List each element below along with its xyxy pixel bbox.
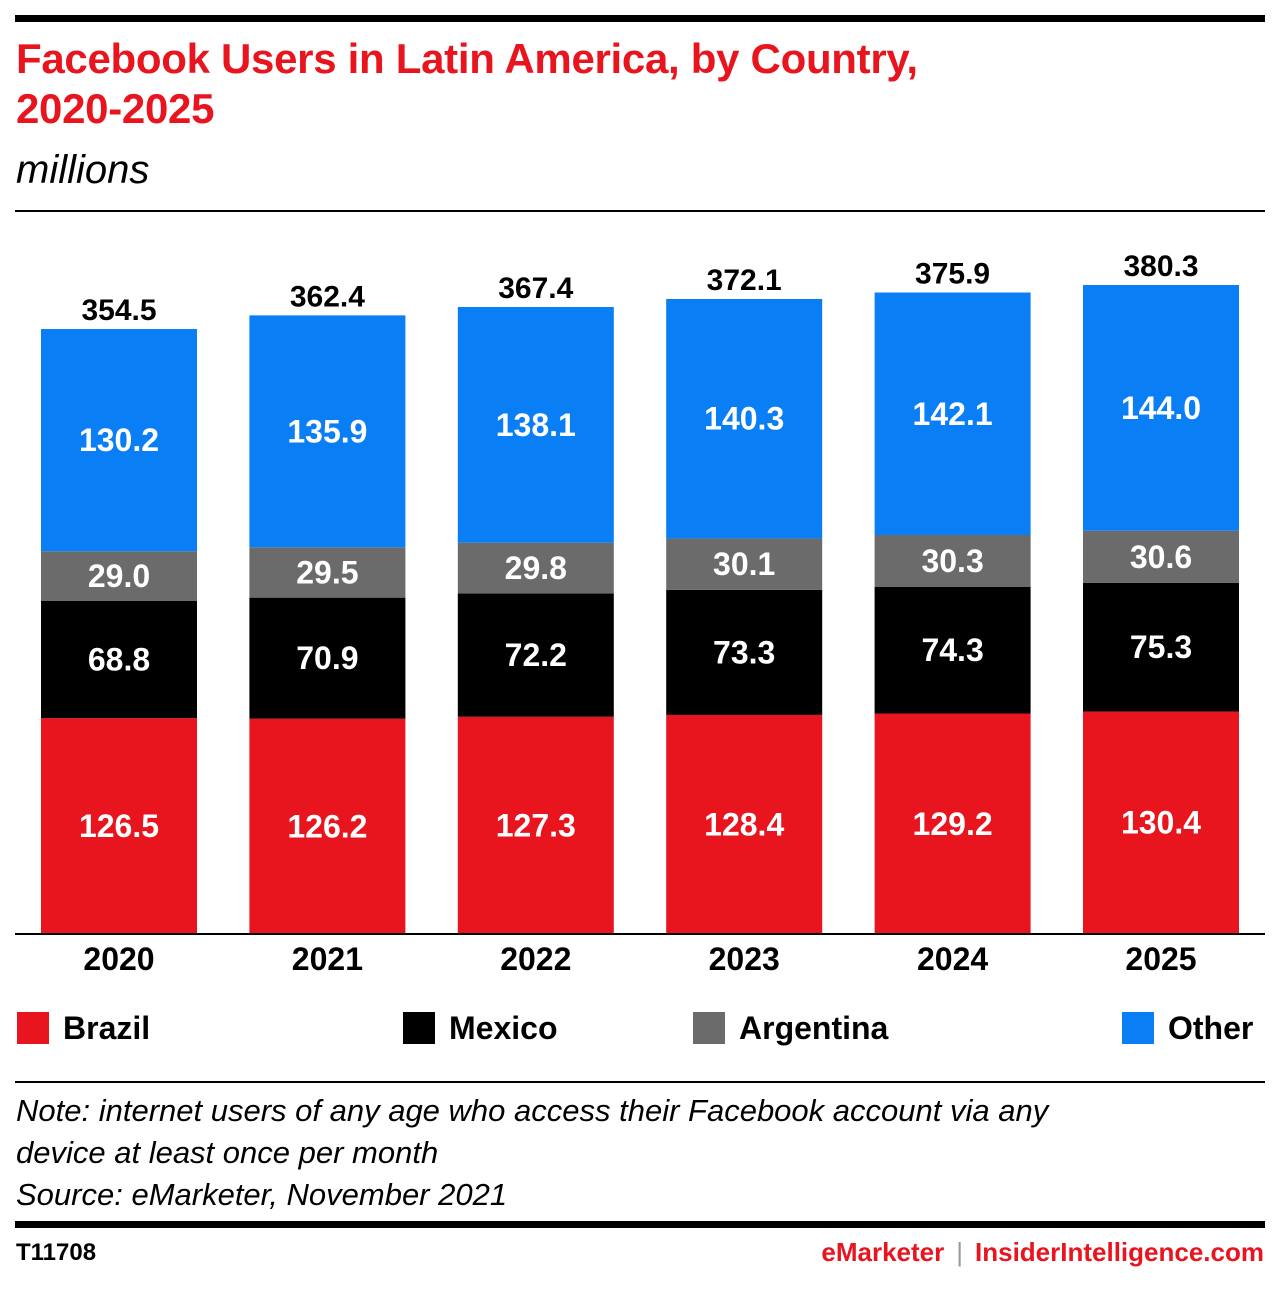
- value-label-other-2020: 130.2: [79, 422, 159, 458]
- legend-item-brazil: Brazil: [17, 1006, 150, 1050]
- total-label-2021: 362.4: [290, 280, 365, 313]
- bottom-rule: [15, 1221, 1265, 1228]
- header-divider: [15, 210, 1265, 212]
- bar-brazil-2025: [1083, 711, 1239, 934]
- value-label-mexico-2025: 75.3: [1130, 629, 1192, 665]
- chart-subtitle: millions: [16, 148, 150, 192]
- bar-other-2023: [666, 298, 823, 539]
- value-label-other-2022: 138.1: [496, 407, 576, 443]
- top-rule: [15, 15, 1265, 22]
- footer-branding: eMarketer | InsiderIntelligence.com: [821, 1237, 1264, 1268]
- value-label-mexico-2022: 72.2: [505, 637, 567, 673]
- bar-brazil-2024: [874, 713, 1031, 934]
- total-label-2020: 354.5: [81, 294, 156, 327]
- x-tick-label-2025: 2025: [1125, 941, 1196, 977]
- notes-divider: [15, 1081, 1265, 1083]
- x-tick-label-2021: 2021: [292, 941, 363, 977]
- value-label-argentina-2021: 29.5: [296, 554, 358, 590]
- value-label-brazil-2024: 129.2: [913, 806, 993, 842]
- value-label-brazil-2025: 130.4: [1121, 805, 1201, 841]
- note-line-1: Note: internet users of any age who acce…: [16, 1093, 1049, 1128]
- bar-argentina-2020: [41, 551, 197, 601]
- bar-argentina-2024: [874, 535, 1031, 587]
- bar-mexico-2024: [874, 586, 1031, 714]
- legend-item-mexico: Mexico: [403, 1006, 557, 1050]
- bar-other-2025: [1083, 285, 1239, 531]
- stacked-bar-chart: 126.5 68.8 29.0 130.2 354.5 2020 126.2 70.9 29.5…: [15, 250, 1265, 977]
- brand-emarketer: eMarketer: [821, 1237, 945, 1267]
- legend-label-mexico: Mexico: [449, 1009, 558, 1046]
- value-label-argentina-2023: 30.1: [713, 546, 775, 582]
- bar-brazil-2020: [41, 718, 197, 934]
- chart-id: T11708: [16, 1239, 97, 1266]
- value-label-brazil-2020: 126.5: [79, 808, 159, 844]
- value-label-brazil-2023: 128.4: [704, 806, 784, 842]
- bar-argentina-2025: [1083, 530, 1239, 583]
- x-tick-label-2023: 2023: [709, 941, 780, 977]
- value-label-mexico-2021: 70.9: [296, 640, 358, 676]
- legend-item-argentina: Argentina: [693, 1006, 888, 1050]
- note-line-2: device at least once per month: [16, 1135, 439, 1170]
- x-tick-label-2024: 2024: [917, 941, 988, 977]
- value-label-argentina-2022: 29.8: [505, 550, 567, 586]
- value-label-mexico-2024: 74.3: [921, 632, 983, 668]
- total-label-2024: 375.9: [915, 258, 990, 291]
- bar-mexico-2022: [457, 593, 614, 717]
- value-label-other-2024: 142.1: [913, 396, 993, 432]
- value-label-brazil-2022: 127.3: [496, 807, 576, 843]
- black-square-swatch: [403, 1012, 435, 1044]
- bar-argentina-2021: [249, 547, 406, 598]
- value-label-argentina-2020: 29.0: [88, 558, 150, 594]
- value-label-other-2023: 140.3: [704, 401, 784, 437]
- total-label-2022: 367.4: [498, 272, 573, 305]
- gray-square-swatch: [693, 1012, 725, 1044]
- chart-notes: Note: internet users of any age who acce…: [16, 1090, 1256, 1216]
- brand-insiderintelligence: InsiderIntelligence.com: [975, 1237, 1264, 1267]
- bar-mexico-2023: [666, 589, 823, 715]
- bar-brazil-2021: [249, 718, 406, 934]
- bar-other-2021: [249, 315, 406, 548]
- bar-mexico-2021: [249, 597, 406, 719]
- chart-title-line-2: 2020-2025: [16, 85, 215, 132]
- bar-other-2020: [41, 329, 197, 552]
- legend-item-other: Other: [1122, 1006, 1253, 1050]
- bar-mexico-2020: [41, 600, 197, 719]
- value-label-mexico-2020: 68.8: [88, 641, 150, 677]
- value-label-argentina-2025: 30.6: [1130, 539, 1192, 575]
- legend-label-other: Other: [1168, 1009, 1254, 1046]
- bar-mexico-2025: [1083, 582, 1239, 712]
- source-line: Source: eMarketer, November 2021: [16, 1177, 508, 1212]
- bar-other-2022: [457, 307, 614, 543]
- total-label-2025: 380.3: [1123, 250, 1198, 283]
- legend-label-brazil: Brazil: [63, 1009, 151, 1046]
- value-label-brazil-2021: 126.2: [287, 808, 367, 844]
- bar-brazil-2023: [666, 714, 823, 934]
- bar-argentina-2022: [457, 542, 614, 594]
- bar-brazil-2022: [457, 716, 614, 934]
- brand-separator: |: [956, 1237, 964, 1267]
- value-label-other-2021: 135.9: [287, 413, 367, 449]
- blue-square-swatch: [1122, 1012, 1154, 1044]
- bar-other-2024: [874, 292, 1031, 536]
- x-tick-label-2020: 2020: [83, 941, 154, 977]
- value-label-other-2025: 144.0: [1121, 390, 1201, 426]
- value-label-mexico-2023: 73.3: [713, 634, 775, 670]
- chart-title: Facebook Users in Latin America, by Coun…: [16, 34, 1256, 134]
- chart-title-line-1: Facebook Users in Latin America, by Coun…: [16, 35, 918, 82]
- total-label-2023: 372.1: [707, 264, 782, 297]
- x-tick-label-2022: 2022: [500, 941, 571, 977]
- value-label-argentina-2024: 30.3: [921, 543, 983, 579]
- chart-legend: Brazil Mexico Argentina Other: [0, 1006, 1280, 1050]
- bar-argentina-2023: [666, 538, 823, 590]
- legend-label-argentina: Argentina: [739, 1009, 889, 1046]
- red-square-swatch: [17, 1012, 49, 1044]
